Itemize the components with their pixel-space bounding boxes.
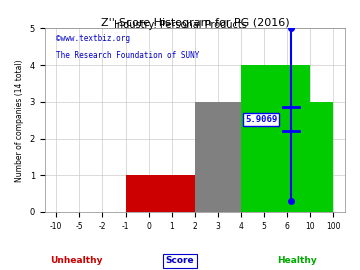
Text: Healthy: Healthy — [277, 256, 317, 265]
Bar — [241, 65, 310, 212]
Text: The Research Foundation of SUNY: The Research Foundation of SUNY — [56, 51, 199, 60]
Text: Unhealthy: Unhealthy — [50, 256, 103, 265]
Bar — [195, 102, 241, 212]
Text: 5.9069: 5.9069 — [245, 115, 278, 124]
Bar — [310, 102, 333, 212]
Bar — [126, 175, 195, 212]
Title: Z''-Score Histogram for PG (2016): Z''-Score Histogram for PG (2016) — [100, 18, 289, 28]
Y-axis label: Number of companies (14 total): Number of companies (14 total) — [15, 59, 24, 181]
Text: Industry: Personal Products: Industry: Personal Products — [113, 20, 247, 30]
Text: ©www.textbiz.org: ©www.textbiz.org — [56, 34, 130, 43]
Text: Score: Score — [166, 256, 194, 265]
